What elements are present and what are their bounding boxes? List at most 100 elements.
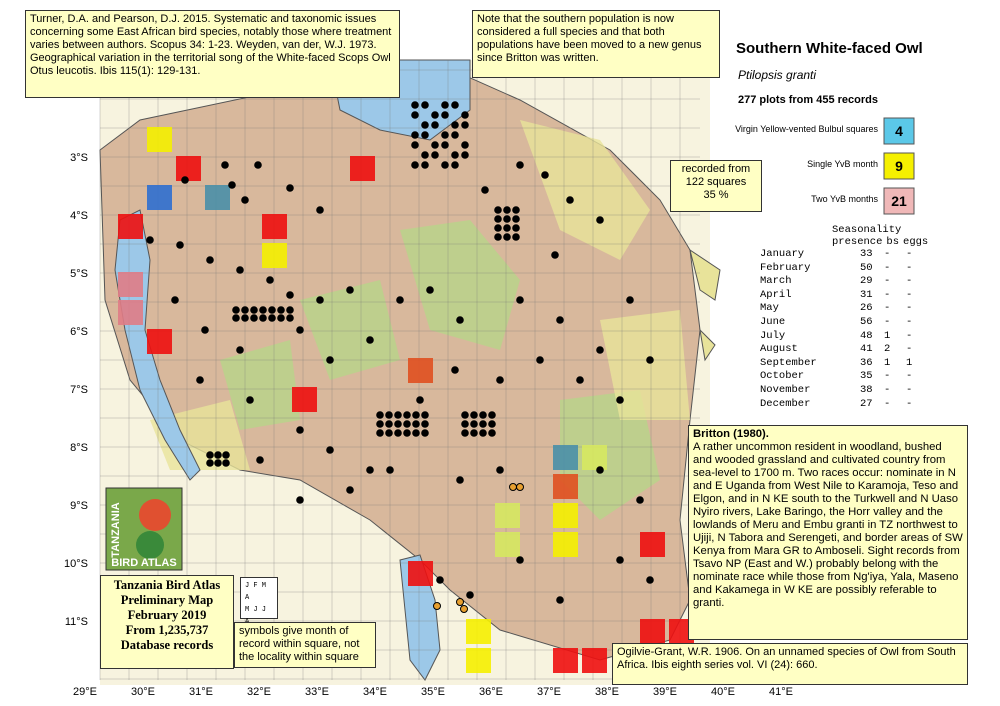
season-cell: 2 bbox=[884, 343, 891, 356]
lon-label: 39°E bbox=[653, 686, 677, 698]
record-dot bbox=[488, 429, 496, 437]
record-square bbox=[582, 445, 607, 470]
season-cell: - bbox=[884, 397, 891, 410]
legend-label: Single YvB month bbox=[807, 159, 878, 169]
seasonality-row: September 36 1 1 bbox=[760, 357, 932, 371]
season-cell: 29 bbox=[860, 275, 873, 288]
record-square bbox=[147, 127, 172, 152]
record-dot bbox=[259, 314, 267, 322]
record-dot bbox=[441, 101, 449, 109]
record-dot bbox=[636, 496, 644, 504]
season-cell: 48 bbox=[860, 329, 873, 342]
record-dot bbox=[396, 296, 404, 304]
record-dot bbox=[385, 429, 393, 437]
record-dot bbox=[221, 161, 229, 169]
legend-label: Virgin Yellow-vented Bulbul squares bbox=[735, 124, 878, 134]
record-dot bbox=[466, 591, 474, 599]
vegetation bbox=[220, 220, 660, 520]
legend-count: 9 bbox=[895, 158, 903, 174]
records bbox=[118, 101, 694, 673]
season-cell: - bbox=[906, 275, 913, 288]
record-dot bbox=[441, 131, 449, 139]
record-dot bbox=[412, 429, 420, 437]
record-dot bbox=[176, 241, 184, 249]
record-dot bbox=[616, 396, 624, 404]
record-dot bbox=[461, 111, 469, 119]
season-cell: 41 bbox=[860, 343, 873, 356]
record-dot bbox=[268, 306, 276, 314]
lon-label: 29°E bbox=[73, 686, 97, 698]
record-dot bbox=[241, 314, 249, 322]
recorded-line: 122 squares bbox=[685, 176, 747, 188]
record-dot bbox=[451, 151, 459, 159]
record-dot bbox=[394, 420, 402, 428]
record-dot bbox=[214, 451, 222, 459]
record-dot bbox=[461, 121, 469, 129]
record-dot bbox=[421, 161, 429, 169]
recorded-box: recorded from 122 squares 35 % bbox=[670, 160, 762, 212]
record-dot bbox=[259, 306, 267, 314]
record-dot bbox=[376, 411, 384, 419]
legend-swatch bbox=[883, 187, 915, 215]
seasonality-row: May 26- - bbox=[760, 302, 932, 316]
record-dot bbox=[228, 181, 236, 189]
atlas-line: February 2019 bbox=[127, 608, 207, 622]
record-dot bbox=[366, 336, 374, 344]
record-dot bbox=[503, 206, 511, 214]
record-dot bbox=[394, 429, 402, 437]
recorded-line: 35 % bbox=[703, 189, 729, 201]
record-dot bbox=[394, 411, 402, 419]
season-cell: - bbox=[906, 248, 913, 260]
record-dot bbox=[421, 101, 429, 109]
scientific-name: Ptilopsis granti bbox=[738, 68, 817, 82]
record-dot bbox=[411, 131, 419, 139]
record-dot bbox=[451, 131, 459, 139]
record-dot bbox=[512, 224, 520, 232]
record-dot bbox=[626, 296, 634, 304]
season-cell: June bbox=[760, 315, 786, 328]
record-square bbox=[553, 445, 578, 470]
header-cell: bs bbox=[886, 236, 900, 248]
record-dot bbox=[232, 306, 240, 314]
record-dot bbox=[494, 224, 502, 232]
record-square bbox=[553, 503, 578, 528]
record-square bbox=[466, 648, 491, 673]
season-cell: - bbox=[884, 288, 891, 301]
record-dot bbox=[503, 233, 511, 241]
record-dot bbox=[441, 161, 449, 169]
record-dot bbox=[376, 420, 384, 428]
record-dot bbox=[451, 366, 459, 374]
season-cell: 1 bbox=[884, 356, 891, 369]
lon-label: 35°E bbox=[421, 686, 445, 698]
legend-label: Two YvB months bbox=[811, 194, 878, 204]
record-square bbox=[408, 561, 433, 586]
season-cell: 33 bbox=[860, 248, 873, 260]
record-dot bbox=[412, 411, 420, 419]
record-dot bbox=[460, 605, 468, 613]
record-dot bbox=[461, 141, 469, 149]
record-dot bbox=[411, 111, 419, 119]
record-dot bbox=[286, 184, 294, 192]
season-cell: April bbox=[760, 288, 792, 301]
record-dot bbox=[479, 411, 487, 419]
season-cell: July bbox=[760, 329, 786, 342]
summary: 277 plots from 455 records bbox=[738, 94, 879, 106]
record-dot bbox=[433, 602, 441, 610]
season-cell: - bbox=[906, 383, 913, 396]
season-cell: 1 bbox=[906, 356, 913, 369]
record-dot bbox=[421, 429, 429, 437]
record-dot bbox=[456, 598, 464, 606]
record-square bbox=[466, 619, 491, 644]
seasonality-row: October 35- - bbox=[760, 370, 932, 384]
legend: Virgin Yellow-vented Bulbul squares 4 Sing… bbox=[735, 117, 915, 215]
record-dot bbox=[556, 596, 564, 604]
record-dot bbox=[421, 121, 429, 129]
record-dot bbox=[171, 296, 179, 304]
lat-label: 7°S bbox=[70, 384, 88, 396]
season-cell: 26 bbox=[860, 302, 873, 315]
seasonality-row: March 29- - bbox=[760, 275, 932, 289]
record-dot bbox=[566, 196, 574, 204]
logo-text: BIRD ATLAS bbox=[111, 557, 176, 569]
record-dot bbox=[296, 426, 304, 434]
season-cell: October bbox=[760, 370, 805, 383]
